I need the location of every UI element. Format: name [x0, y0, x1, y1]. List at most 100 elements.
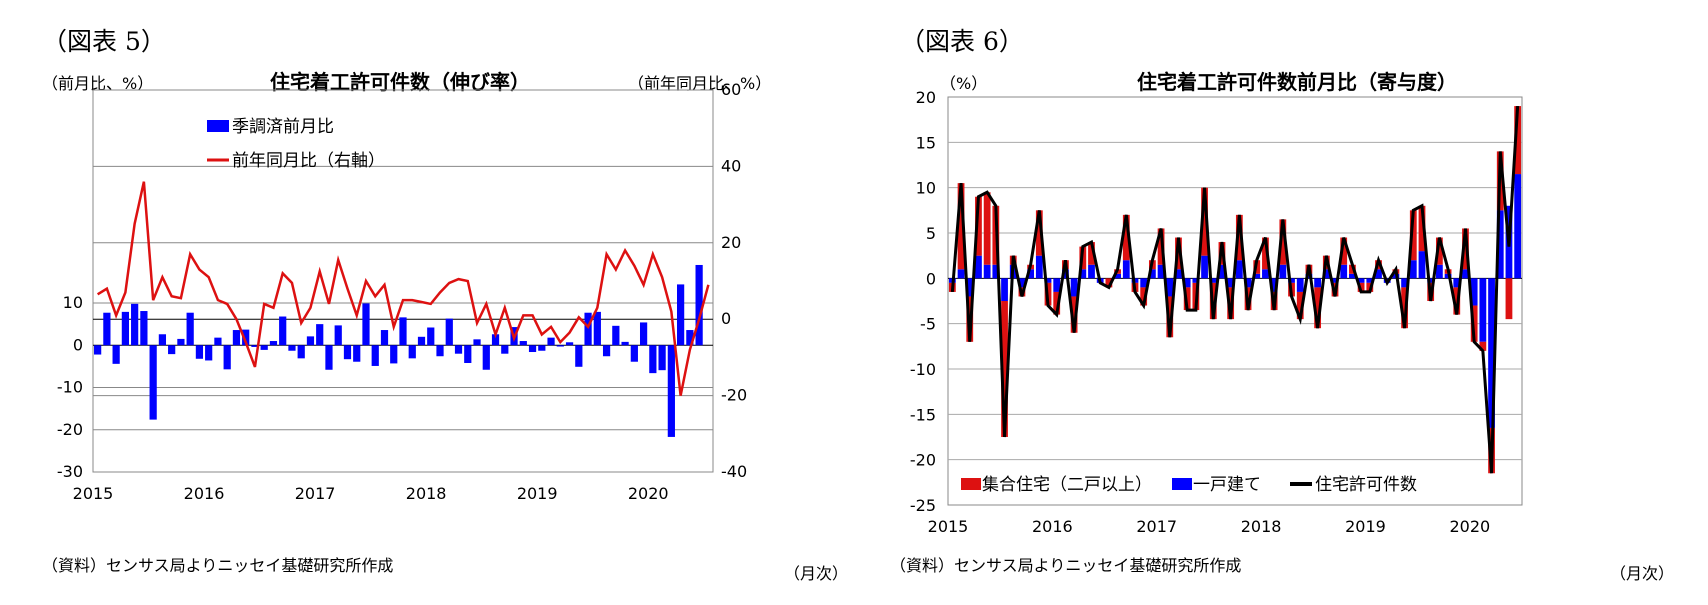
- legend-label-yoy: 前年同月比（右軸）: [232, 151, 385, 171]
- bar-detached: [1166, 278, 1174, 297]
- bar-mom: [695, 264, 703, 346]
- bar-detached: [1314, 278, 1322, 288]
- figure-5-month-unit: （月次）: [784, 564, 849, 583]
- bar-multifamily: [1418, 205, 1426, 252]
- bar-detached: [975, 255, 982, 279]
- bar-detached: [1018, 278, 1026, 288]
- bar-detached: [1496, 210, 1504, 279]
- bar-multifamily: [1201, 187, 1208, 256]
- bar-mom: [288, 345, 296, 351]
- y-tick-label: 10: [916, 179, 936, 198]
- bar-mom: [269, 341, 278, 346]
- bar-detached: [1183, 278, 1191, 288]
- bar-mom: [621, 341, 629, 346]
- bar-mom: [538, 345, 546, 351]
- bar-mom: [186, 312, 194, 346]
- bar-multifamily: [1235, 214, 1243, 261]
- bar-mom: [390, 345, 398, 364]
- figure-6-panel: （図表 6） （%） 住宅着工許可件数前月比（寄与度） 20 15 10 5 0 -5 -1…: [860, 0, 1708, 605]
- figure-5-right-unit: （前年同月比、%）: [628, 74, 772, 93]
- y-tick-label: -15: [910, 405, 936, 424]
- bar-mom: [297, 345, 305, 359]
- bar-detached: [1088, 264, 1095, 279]
- bar-mom: [519, 341, 527, 346]
- bar-detached: [1235, 260, 1243, 279]
- bar-detached: [1418, 251, 1426, 279]
- bar-detached: [1244, 278, 1252, 288]
- legend-label-total: 住宅許可件数: [1315, 475, 1417, 495]
- bar-mom: [436, 345, 444, 357]
- x-tick-label: 2019: [517, 484, 558, 503]
- x-tick-label: 2020: [628, 484, 669, 503]
- bar-detached: [1253, 273, 1261, 279]
- figure-5-label: （図表 5）: [42, 27, 166, 56]
- figure-5-left-unit: （前月比、%）: [42, 74, 154, 93]
- bar-mom: [593, 311, 601, 346]
- bar-mom: [149, 345, 157, 420]
- bar-detached: [1435, 264, 1443, 279]
- bar-mom: [279, 316, 287, 346]
- bar-mom: [223, 345, 231, 370]
- y-tick-label: -5: [920, 315, 936, 334]
- bar-mom: [454, 345, 463, 354]
- bar-detached: [1479, 278, 1487, 342]
- bar-mom: [408, 345, 416, 359]
- bar-detached: [1227, 278, 1235, 288]
- bar-mom: [584, 312, 592, 346]
- legend-label-detached: 一戸建て: [1193, 475, 1261, 495]
- right-tick-label: 40: [721, 156, 741, 175]
- bar-detached: [1427, 278, 1435, 283]
- bar-multifamily: [1262, 237, 1269, 270]
- bar-detached: [1262, 269, 1269, 279]
- bar-mom: [242, 329, 250, 346]
- bar-mom: [639, 322, 648, 346]
- bar-mom: [445, 318, 453, 346]
- bar-mom: [214, 337, 222, 346]
- bar-mom: [575, 345, 583, 367]
- bar-multifamily: [1140, 287, 1148, 306]
- figure-6-source: （資料）センサス局よりニッセイ基礎研究所作成: [890, 556, 1242, 575]
- right-tick-label: 20: [721, 233, 741, 252]
- bar-detached: [1175, 269, 1182, 279]
- bar-detached: [1079, 269, 1087, 279]
- y-tick-label: 0: [926, 269, 936, 288]
- bar-detached: [1218, 264, 1226, 279]
- x-tick-label: 2016: [1032, 517, 1073, 536]
- bar-multifamily: [1105, 278, 1113, 288]
- right-tick-label: 60: [721, 80, 741, 99]
- bar-multifamily: [1479, 341, 1487, 351]
- bar-multifamily: [1166, 296, 1174, 338]
- bar-detached: [1062, 269, 1069, 279]
- bar-mom: [325, 345, 333, 370]
- x-tick-label: 2015: [73, 484, 114, 503]
- y-tick-label: -10: [910, 360, 936, 379]
- plot-frame: [92, 89, 714, 473]
- bar-mom: [112, 345, 120, 364]
- figure-5-chart: 60 40 20 0 -20 -40 10 0 -10 -20 -30 2015 2016 2017 201…: [57, 80, 747, 503]
- bar-mom: [306, 336, 315, 346]
- legend-label-mom: 季調済前月比: [232, 117, 334, 137]
- bar-multifamily: [975, 196, 982, 256]
- bar-mom: [649, 345, 657, 374]
- bar-detached: [1270, 278, 1278, 292]
- bar-detached: [1349, 273, 1356, 279]
- figure-6-month-unit: （月次）: [1610, 564, 1675, 583]
- bar-multifamily: [1088, 242, 1095, 265]
- bar-mom: [556, 345, 564, 347]
- bar-mom: [677, 284, 685, 346]
- figure-5-panel: （図表 5） （前月比、%） 住宅着工許可件数（伸び率） （前年同月比、%） 6…: [42, 27, 849, 583]
- x-tick-label: 2016: [184, 484, 225, 503]
- bar-detached: [1114, 273, 1121, 279]
- left-tick-label: -20: [57, 420, 83, 439]
- bar-mom: [612, 325, 620, 346]
- x-tick-label: 2015: [928, 517, 969, 536]
- right-tick-label: 0: [721, 309, 731, 328]
- x-tick-label: 2017: [295, 484, 336, 503]
- bar-multifamily: [1035, 210, 1043, 256]
- bar-mom: [140, 311, 148, 346]
- bar-mom: [399, 317, 407, 346]
- legend-swatch-detached: [1172, 478, 1192, 490]
- bar-detached: [1122, 260, 1130, 279]
- x-tick-label: 2019: [1345, 517, 1386, 536]
